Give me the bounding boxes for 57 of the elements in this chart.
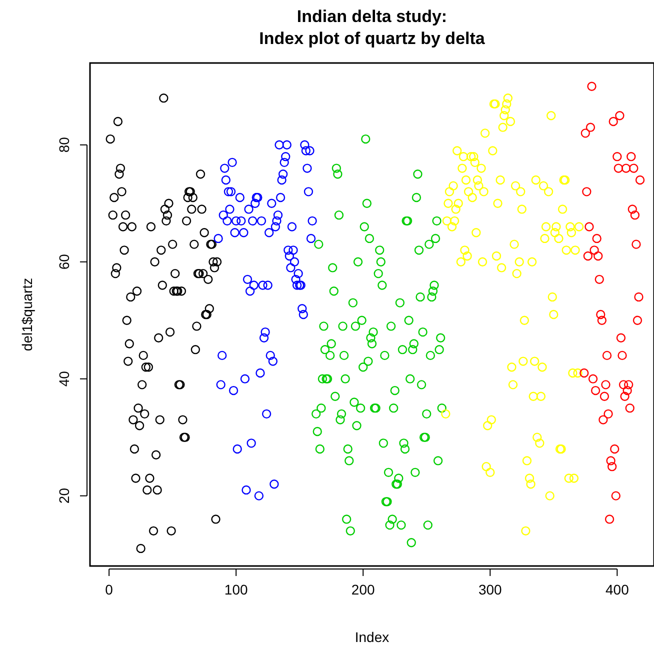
point [587,82,596,91]
point [629,164,638,173]
x-tick-label: 200 [351,581,375,598]
point [607,462,617,472]
point [626,152,636,162]
point [620,392,630,401]
point [614,164,624,173]
x-tick-label: 300 [478,581,502,598]
y-tick-label: 20 [56,488,72,504]
point [594,251,603,261]
point [610,444,620,454]
point [632,240,641,249]
point [634,292,644,302]
point [630,210,640,220]
chart-title: Indian delta study: Index plot of quartz by delta [259,7,486,48]
x-tick-label: 400 [605,581,630,598]
y-tick-label: 60 [56,254,72,270]
point [604,514,614,524]
y-tick-label: 40 [56,370,72,387]
point [601,380,610,390]
point [592,234,602,244]
point [615,111,624,120]
point [632,316,642,325]
point [624,380,634,390]
point [604,409,613,419]
point [584,222,594,232]
point [625,404,634,413]
point [590,386,600,396]
x-tick-label: 100 [224,581,248,598]
point [600,392,610,401]
point [621,164,631,173]
point [590,246,599,255]
point [608,116,618,126]
point [611,491,620,500]
point [586,122,596,132]
x-axis-title: Index [354,629,390,645]
y-axis-title: del1$quartz [19,278,35,352]
point [622,386,632,396]
point [606,456,616,466]
point [582,187,592,196]
point [618,380,628,390]
point [616,333,626,342]
point [618,350,627,360]
point [583,251,593,261]
point [594,274,604,284]
point [588,374,598,384]
point [597,316,607,325]
x-tick-label: 0 [105,581,114,598]
point [628,204,637,214]
point [598,415,608,424]
point [596,310,606,320]
point [612,152,622,162]
y-tick-label: 80 [56,136,72,153]
point [580,368,589,378]
point [635,175,645,185]
point [580,128,590,138]
point [602,350,612,360]
